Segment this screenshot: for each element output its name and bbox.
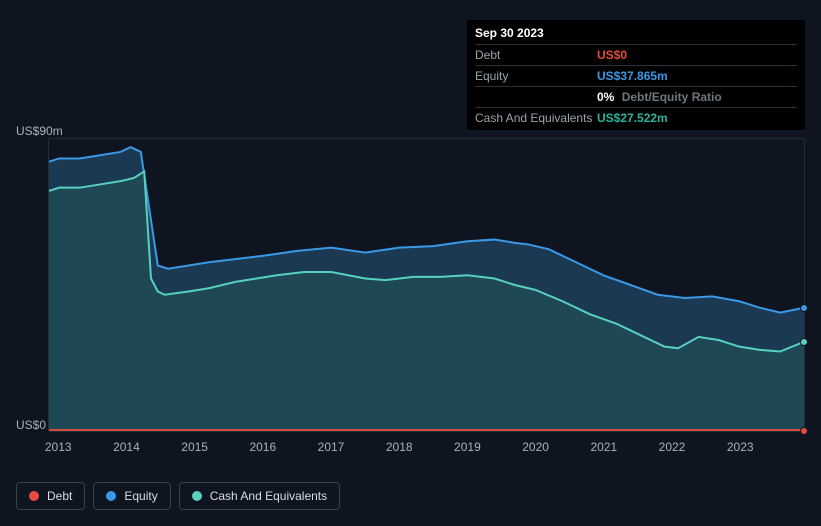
- legend-cash-button[interactable]: Cash And Equivalents: [179, 482, 340, 510]
- x-tick: 2016: [249, 440, 276, 454]
- y-axis-label-min: US$0: [16, 418, 46, 432]
- tooltip-cash-label: Cash And Equivalents: [475, 111, 597, 125]
- legend-debt-button[interactable]: Debt: [16, 482, 85, 510]
- x-tick: 2020: [522, 440, 549, 454]
- tooltip-ratio-label: [475, 90, 597, 104]
- tooltip-ratio-suffix: Debt/Equity Ratio: [622, 90, 722, 104]
- equity-end-marker: [800, 304, 808, 312]
- tooltip-date: Sep 30 2023: [475, 26, 797, 44]
- x-tick: 2015: [181, 440, 208, 454]
- y-axis-label-max: US$90m: [16, 124, 63, 138]
- x-tick: 2018: [386, 440, 413, 454]
- debt-series-line: [49, 429, 804, 431]
- tooltip-equity-label: Equity: [475, 69, 597, 83]
- equity-swatch-icon: [106, 491, 116, 501]
- cash-swatch-icon: [192, 491, 202, 501]
- tooltip-equity-value: US$37.865m: [597, 69, 668, 83]
- tooltip-debt-value: US$0: [597, 48, 627, 62]
- chart-plot[interactable]: [48, 138, 805, 432]
- legend-cash-label: Cash And Equivalents: [210, 489, 327, 503]
- x-tick: 2017: [318, 440, 345, 454]
- x-tick: 2022: [659, 440, 686, 454]
- legend-equity-button[interactable]: Equity: [93, 482, 170, 510]
- x-tick: 2014: [113, 440, 140, 454]
- legend-equity-label: Equity: [124, 489, 157, 503]
- debt-swatch-icon: [29, 491, 39, 501]
- tooltip-ratio-value: 0%: [597, 90, 614, 104]
- x-tick: 2023: [727, 440, 754, 454]
- x-tick: 2019: [454, 440, 481, 454]
- tooltip-cash-value: US$27.522m: [597, 111, 668, 125]
- x-axis: 2013 2014 2015 2016 2017 2018 2019 2020 2021 2022…: [48, 440, 805, 456]
- x-tick: 2013: [45, 440, 72, 454]
- legend-debt-label: Debt: [47, 489, 72, 503]
- debt-end-marker: [800, 427, 808, 435]
- chart-area[interactable]: US$90m US$0 2013 2014 2015 2016 2017 2018 2019…: [16, 124, 805, 456]
- chart-svg: [49, 139, 804, 431]
- tooltip-debt-label: Debt: [475, 48, 597, 62]
- chart-tooltip: Sep 30 2023 Debt US$0 Equity US$37.865m …: [467, 20, 805, 130]
- cash-end-marker: [800, 338, 808, 346]
- chart-legend: Debt Equity Cash And Equivalents: [16, 482, 340, 510]
- x-tick: 2021: [590, 440, 617, 454]
